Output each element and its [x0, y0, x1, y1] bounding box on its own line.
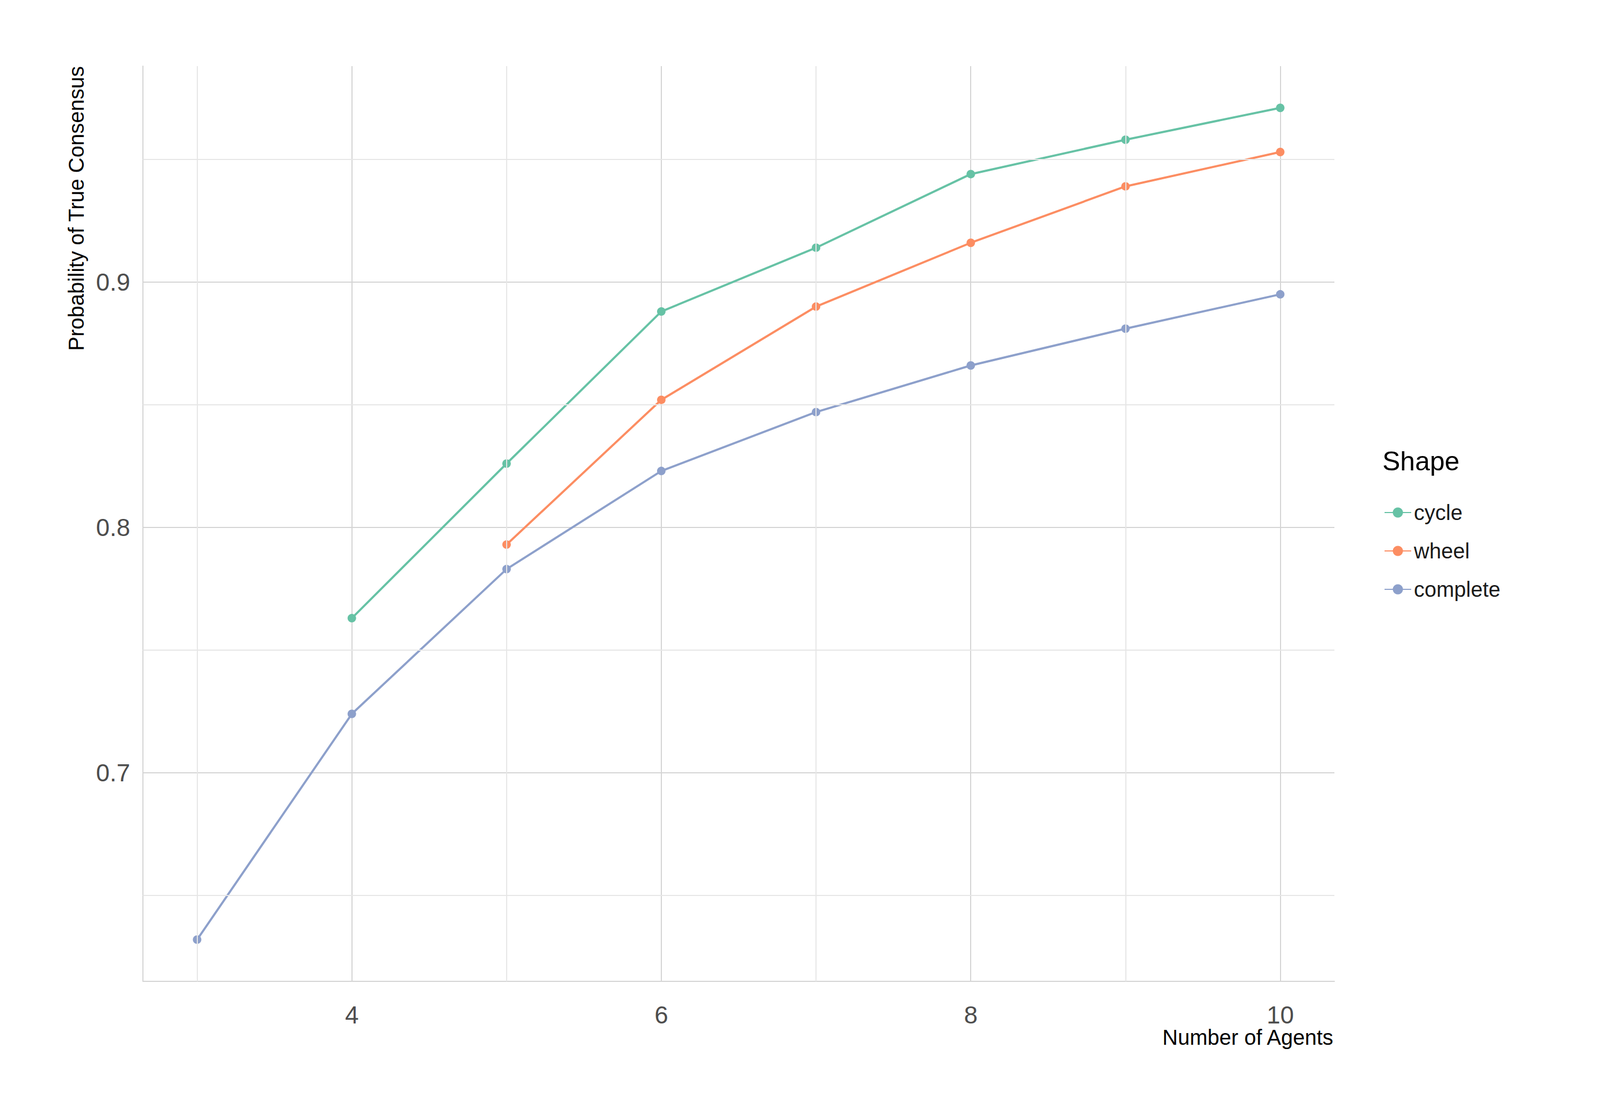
svg-text:0.7: 0.7	[96, 758, 131, 787]
svg-text:0.8: 0.8	[96, 513, 131, 542]
svg-text:8: 8	[963, 1001, 978, 1029]
svg-text:0.9: 0.9	[96, 268, 131, 296]
svg-text:6: 6	[654, 1001, 669, 1029]
svg-text:complete: complete	[1413, 577, 1501, 602]
svg-text:Shape: Shape	[1382, 446, 1460, 477]
svg-text:Probability of True Consensus: Probability of True Consensus	[64, 66, 88, 351]
svg-text:4: 4	[345, 1001, 359, 1029]
svg-text:cycle: cycle	[1413, 500, 1463, 525]
svg-text:wheel: wheel	[1413, 539, 1470, 563]
svg-text:Number of Agents: Number of Agents	[1162, 1025, 1334, 1050]
svg-text:10: 10	[1266, 1001, 1294, 1029]
